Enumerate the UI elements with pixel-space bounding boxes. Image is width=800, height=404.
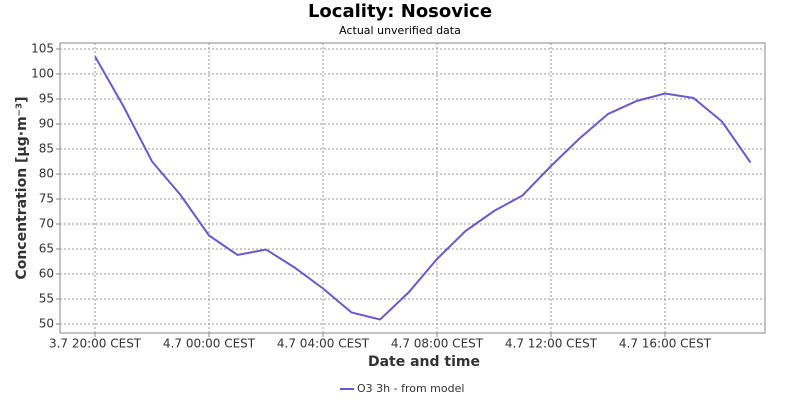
y-tick-label: 90 xyxy=(39,117,54,131)
y-tick-label: 95 xyxy=(39,92,54,106)
y-tick-label: 55 xyxy=(39,292,54,306)
y-tick-label: 85 xyxy=(39,142,54,156)
chart-title: Locality: Nosovice xyxy=(308,1,492,22)
x-tick-label: 4.7 08:00 CEST xyxy=(391,337,484,351)
x-tick-label: 4.7 12:00 CEST xyxy=(505,337,598,351)
y-tick-label: 105 xyxy=(31,42,54,56)
plot-area xyxy=(59,42,766,334)
y-tick-label: 80 xyxy=(39,167,54,181)
x-tick-label: 3.7 20:00 CEST xyxy=(49,337,142,351)
chart-subtitle: Actual unverified data xyxy=(339,24,461,37)
x-tick-label: 4.7 00:00 CEST xyxy=(163,337,256,351)
y-axis-label: Concentration [µg·m⁻³] xyxy=(14,96,30,279)
y-tick-label: 50 xyxy=(39,317,54,331)
x-axis-label: Date and time xyxy=(368,354,480,370)
x-tick-label: 4.7 04:00 CEST xyxy=(277,337,370,351)
y-tick-label: 100 xyxy=(31,67,54,81)
y-tick-label: 60 xyxy=(39,267,54,281)
y-tick-label: 65 xyxy=(39,242,54,256)
y-tick-label: 70 xyxy=(39,217,54,231)
data-line xyxy=(94,56,752,321)
y-tick-label: 75 xyxy=(39,192,54,206)
legend-label: O3 3h - from model xyxy=(357,382,464,395)
x-tick-label: 4.7 16:00 CEST xyxy=(619,337,712,351)
